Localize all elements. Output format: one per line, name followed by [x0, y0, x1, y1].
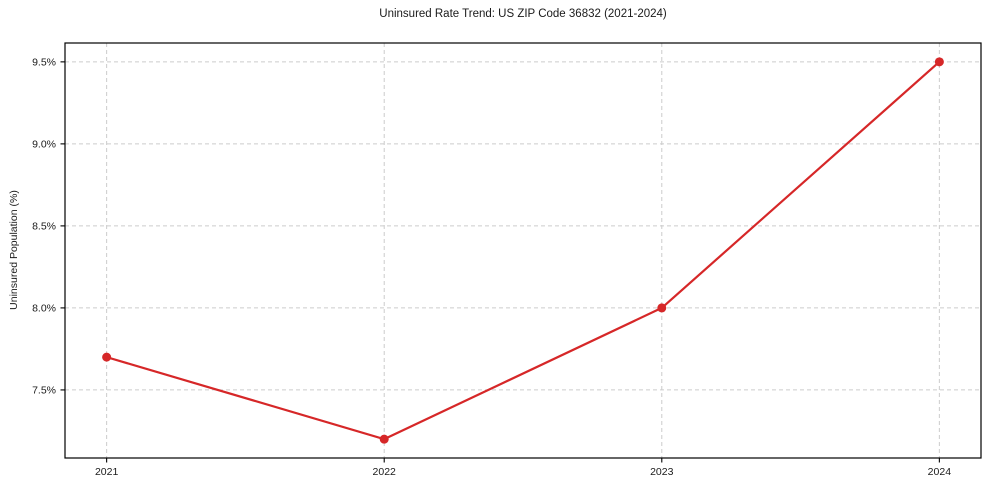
y-tick-label: 8.0%: [32, 302, 56, 314]
data-point-marker: [379, 434, 389, 444]
trend-line: [105, 60, 941, 441]
x-tick-label: 2021: [95, 466, 119, 478]
data-point-marker: [934, 57, 944, 67]
y-tick-label: 9.0%: [32, 138, 56, 150]
y-tick-label: 8.5%: [32, 220, 56, 232]
x-tick-label: 2023: [650, 466, 674, 478]
data-point-marker: [657, 303, 667, 313]
plot-border: [64, 42, 982, 459]
x-tick-label: 2024: [928, 466, 952, 478]
y-tick-label: 9.5%: [32, 56, 56, 68]
x-tick-label: 2022: [373, 466, 397, 478]
data-point-marker: [102, 352, 112, 362]
y-tick-label: 7.5%: [32, 384, 56, 396]
chart-title: Uninsured Rate Trend: US ZIP Code 36832 …: [379, 8, 667, 20]
